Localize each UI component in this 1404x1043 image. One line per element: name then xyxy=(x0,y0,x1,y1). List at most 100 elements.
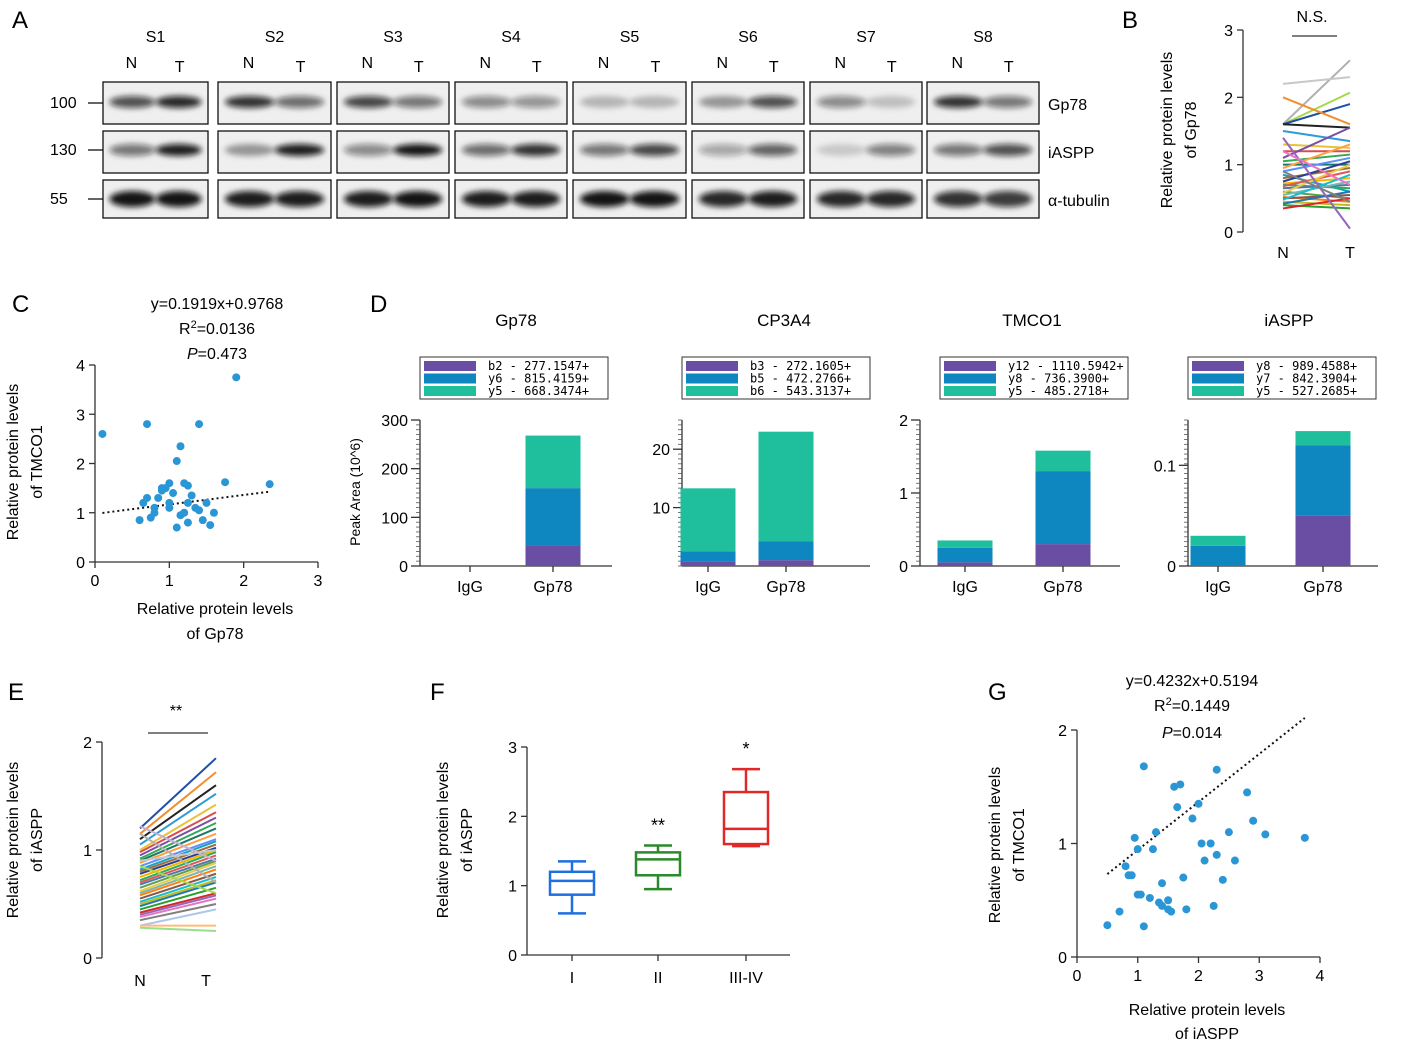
panel-c-point xyxy=(176,442,185,451)
panel-f-box xyxy=(634,851,682,877)
lane-label-n: N xyxy=(716,55,728,72)
panel-g-xtick-label: 4 xyxy=(1316,968,1325,985)
blot-band xyxy=(933,191,983,207)
panel-e-pair-line xyxy=(139,872,217,900)
blot-band xyxy=(155,144,202,156)
sample-label-s8: S8 xyxy=(973,29,993,46)
panel-c-xtick-label: 2 xyxy=(239,573,248,590)
blot-band xyxy=(579,191,630,207)
panel-f-ytick-label: 1 xyxy=(508,879,517,896)
panel-d-xtick-label: IgG xyxy=(952,579,978,596)
panel-c-point xyxy=(172,523,181,532)
panel-b-pair-line xyxy=(1282,197,1351,210)
panel-d-bar-segment xyxy=(1295,431,1351,446)
panel-g-point xyxy=(1300,833,1309,842)
panel-e-letter: E xyxy=(8,679,24,706)
panel-g-letter: G xyxy=(988,679,1007,706)
panel-d-legend-label: b6 - 543.3137+ xyxy=(750,384,851,398)
panel-c-point xyxy=(232,373,241,382)
panel-g-point xyxy=(1158,879,1167,888)
panel-c-ytick-label: 2 xyxy=(76,457,85,474)
blot-band xyxy=(629,96,680,108)
panel-c-point xyxy=(265,480,274,489)
panel-d-bar-segment xyxy=(525,435,581,489)
panel-g-point xyxy=(1230,856,1239,865)
panel-d-legend-swatch xyxy=(686,373,738,384)
panel-d-legend: b3 - 272.1605+b5 - 472.2766+b6 - 543.313… xyxy=(681,356,871,400)
panel-c-point xyxy=(221,478,230,487)
lane-label-t: T xyxy=(414,59,424,76)
panel-b-pair-line xyxy=(1282,143,1351,169)
panel-d-legend-label: y5 - 527.2685+ xyxy=(1256,384,1357,398)
panel-d-letter: D xyxy=(370,291,387,318)
panel-d-legend-label: y8 - 989.4588+ xyxy=(1256,359,1357,373)
lane-label-t: T xyxy=(296,59,306,76)
lane-label-n: N xyxy=(951,55,963,72)
panel-c-trendline xyxy=(102,490,270,514)
panel-e-pair-line xyxy=(139,854,217,884)
panel-g-pvalue: P=0.014 xyxy=(1162,725,1222,742)
panel-e-pair-line xyxy=(139,897,217,918)
panel-e-pair-line xyxy=(139,879,217,905)
panel-b-pair-line xyxy=(1282,163,1351,194)
panel-c: C y=0.1919x+0.9768 R2=0.0136 P=0.473 Rel… xyxy=(5,291,323,643)
sample-label-s5: S5 xyxy=(620,29,640,46)
panel-g-r2: R2=0.1449 xyxy=(1154,696,1230,715)
panel-d-bar-segment xyxy=(1190,535,1246,546)
blot-band xyxy=(933,96,983,108)
panel-d-legend: y12 - 1110.5942+y8 - 736.3900+y5 - 485.2… xyxy=(939,356,1129,400)
panel-e-ytick-label: 2 xyxy=(83,735,92,752)
panel-d-xtick-label: IgG xyxy=(695,579,721,596)
panel-g-point xyxy=(1224,828,1233,837)
panel-d-ytick-label: 0 xyxy=(1167,559,1176,576)
panel-c-point xyxy=(202,498,211,507)
panel-c-point xyxy=(143,493,152,502)
panel-g-ylabel-2: of TMCO1 xyxy=(1011,808,1028,882)
blot-band xyxy=(393,144,443,156)
panel-c-point xyxy=(187,491,196,500)
panel-d-ytick-label: 20 xyxy=(652,442,670,459)
lane-label-n: N xyxy=(479,55,491,72)
panel-e-pair-line xyxy=(139,881,217,908)
panel-g-point xyxy=(1151,828,1160,837)
panel-d-xtick-label: Gp78 xyxy=(766,579,805,596)
panel-c-ylabel-2: of TMCO1 xyxy=(29,425,46,499)
panel-f-letter: F xyxy=(430,679,445,706)
panel-g-point xyxy=(1200,856,1209,865)
lane-label-n: N xyxy=(126,55,138,72)
panel-e-pair-line xyxy=(139,908,217,927)
blot-band xyxy=(343,144,393,156)
panel-d-xtick-label: IgG xyxy=(1205,579,1231,596)
panel-c-point xyxy=(146,513,155,522)
panel-d-legend-label: y5 - 485.2718+ xyxy=(1008,384,1109,398)
panel-f-ytick-label: 0 xyxy=(508,948,517,965)
panel-e-pair-line xyxy=(139,892,217,914)
panel-g-point xyxy=(1124,871,1133,880)
panel-g-point xyxy=(1249,816,1258,825)
protein-label: iASPP xyxy=(1048,145,1094,162)
panel-b-letter: B xyxy=(1122,7,1138,34)
panel-b-xlabel-n: N xyxy=(1277,245,1289,262)
panel-d-bar-segment xyxy=(525,488,581,546)
panel-d-legend-swatch xyxy=(686,386,738,396)
panel-f-ylabel-1: Relative protein levels xyxy=(435,762,452,919)
lane-label-n: N xyxy=(243,55,255,72)
panel-b-xlabel-t: T xyxy=(1345,245,1355,262)
panel-b-pair-line xyxy=(1282,137,1351,230)
panel-e-pair-line xyxy=(139,816,217,857)
panel-b-pair-line xyxy=(1282,156,1351,173)
blot-band xyxy=(866,191,916,207)
blot-band xyxy=(343,191,393,207)
panel-f-significance: ** xyxy=(651,815,665,835)
panel-g-point xyxy=(1197,839,1206,848)
panel-c-xtick-label: 3 xyxy=(314,573,323,590)
blot-band xyxy=(511,96,561,108)
blot-band xyxy=(579,144,630,156)
panel-f-box xyxy=(548,870,596,896)
panel-e-pair-line xyxy=(139,757,217,830)
panel-c-point xyxy=(183,481,192,490)
panel-c-ytick-label: 4 xyxy=(76,358,85,375)
panel-g-point xyxy=(1243,788,1252,797)
panel-g-ytick-label: 2 xyxy=(1058,723,1067,740)
